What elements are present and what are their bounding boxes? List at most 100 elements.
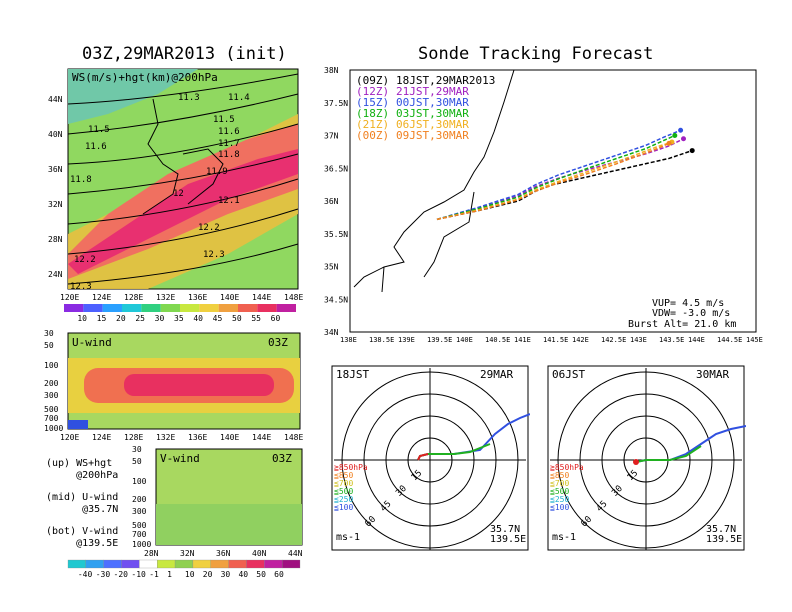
lat-tick-label: 37N — [324, 132, 339, 141]
legend-run: (18Z) — [356, 107, 389, 120]
coastline — [353, 69, 515, 293]
colorbar-cell — [180, 304, 200, 312]
colorbar-cell — [228, 559, 247, 569]
track-endpoint — [689, 148, 695, 154]
colorbar-cell — [83, 304, 103, 312]
hodo-trace-mid — [635, 445, 702, 463]
hodo-legend-item: ≦500 — [550, 487, 569, 496]
contour-label: 12.1 — [218, 196, 240, 206]
colorbar-label: 50 — [232, 314, 242, 323]
u-wind-band-core — [124, 374, 274, 396]
colorbar-label: 30 — [221, 570, 231, 579]
colorbar-cell — [257, 304, 277, 312]
lon-tick-label: 140E — [220, 433, 239, 442]
colorbar-cell — [199, 304, 219, 312]
lon-tick-label: 132E — [156, 433, 175, 442]
ws-map-panel: 11.3 11.4 11.5 11.5 11.6 11.6 11.7 11.8 … — [48, 68, 303, 302]
contour-label: 11.7 — [218, 139, 240, 149]
lat-tick-label: 28N — [144, 549, 159, 558]
legend-run: (21Z) — [356, 118, 389, 131]
legend-label: 09JST,30MAR — [396, 129, 469, 142]
hodo-origin-marker — [633, 459, 639, 465]
lon-tick-label: 142.5E — [601, 336, 626, 344]
pressure-tick-label: 1000 — [44, 424, 63, 433]
hodo-legend-item: ≧850hPa — [550, 463, 584, 472]
legend-run: (00Z) — [356, 129, 389, 142]
lon-tick-label: 120E — [60, 293, 79, 302]
colorbar-label: 30 — [155, 314, 165, 323]
param-burst: Burst Alt= 21.0 km — [628, 319, 736, 330]
lat-tick-label: 36N — [324, 197, 339, 206]
contour-label: 11.8 — [218, 150, 240, 160]
lon-tick-label: 139.5E — [427, 336, 452, 344]
hodo-time: 18JST — [336, 368, 369, 381]
lon-tick-label: 144E — [252, 433, 271, 442]
hodo-position-line: 35.7N — [490, 524, 520, 535]
track-endpoint — [681, 136, 686, 142]
hodo-trace-low — [417, 453, 429, 461]
param-vup: VUP= 4.5 m/s — [652, 298, 724, 309]
colorbar-cell — [67, 559, 86, 569]
track-line — [436, 142, 670, 221]
lat-tick-label: 38N — [324, 66, 339, 75]
v-colorbar: -40 -30 -20 -10 -1 1 10 20 30 40 50 60 — [67, 559, 301, 579]
colorbar-label: 60 — [274, 570, 284, 579]
track-endpoint — [666, 140, 672, 146]
hodo-legend-item: ≦500 — [334, 487, 353, 496]
colorbar-label: 40 — [193, 314, 203, 323]
lat-tick-label: 35N — [324, 263, 339, 272]
pressure-tick-label: 300 — [132, 507, 147, 516]
legend-label: 00JST,30MAR — [396, 96, 469, 109]
colorbar-label: 25 — [135, 314, 145, 323]
track-lon-ticks: 138E 138.5E 139E 139.5E 140E 140.5E 141E 141.5E… — [340, 336, 763, 344]
ws-map-band-core — [68, 149, 298, 274]
lon-tick-label: 132E — [156, 293, 175, 302]
lon-tick-label: 138E — [340, 336, 357, 344]
ws-map-height-contours — [67, 73, 299, 285]
hodo-legend-item: ≦700 — [550, 479, 569, 488]
colorbar-label: 35 — [174, 314, 184, 323]
colorbar-cell — [139, 559, 158, 569]
contour-label: 12.2 — [74, 255, 96, 265]
colorbar-label: 60 — [271, 314, 281, 323]
pressure-tick-label: 50 — [44, 341, 54, 350]
lat-tick-label: 40N — [48, 130, 63, 139]
lon-tick-label: 143.5E — [659, 336, 684, 344]
ws-map-north-region — [68, 69, 198, 124]
contour-label: 11.5 — [213, 115, 235, 125]
lon-tick-label: 140E — [456, 336, 473, 344]
u-lon-ticks: 120E 124E 128E 132E 136E 140E 144E 148E — [60, 433, 303, 442]
hodo-date: 30MAR — [696, 368, 729, 381]
lon-tick-label: 124E — [92, 433, 111, 442]
ws-colorbar: 10 15 20 25 30 35 40 45 50 55 60 — [64, 304, 296, 323]
hodo-legend-item: ≦850 — [550, 471, 569, 480]
track-map-frame — [349, 69, 757, 333]
note-bot: (bot) V-wind @139.5E — [46, 526, 119, 549]
right-title: Sonde Tracking Forecast — [418, 44, 654, 64]
note-up: (up) WS+hgt @200hPa — [46, 458, 119, 481]
v-wind-lower — [156, 504, 302, 545]
hodo-legend: ≧850hPa≦850≦700≦500≦250≦100 — [550, 463, 584, 512]
lon-tick-label: 145E — [746, 336, 763, 344]
colorbar-cell — [141, 304, 161, 312]
colorbar-label: 15 — [97, 314, 107, 323]
legend-run: (15Z) — [356, 96, 389, 109]
lon-tick-label: 140.5E — [485, 336, 510, 344]
ws-map-contour-labels: 11.3 11.4 11.5 11.5 11.6 11.6 11.7 11.8 … — [70, 93, 250, 292]
contour-label: 12.3 — [203, 250, 225, 260]
colorbar-cell — [276, 304, 296, 312]
hodo-legend-item: ≧850hPa — [334, 463, 368, 472]
pressure-tick-label: 200 — [132, 495, 147, 504]
colorbar-cell — [210, 559, 229, 569]
ws-lat-ticks: 44N 40N 36N 32N 28N 24N — [48, 95, 63, 279]
hodo-unit: ms-1 — [336, 532, 360, 543]
lon-tick-label: 141.5E — [543, 336, 568, 344]
legend-run: (09Z) — [356, 74, 389, 87]
contour-label: 11.3 — [178, 93, 200, 103]
lat-tick-label: 40N — [252, 549, 267, 558]
lon-tick-label: 143E — [630, 336, 647, 344]
